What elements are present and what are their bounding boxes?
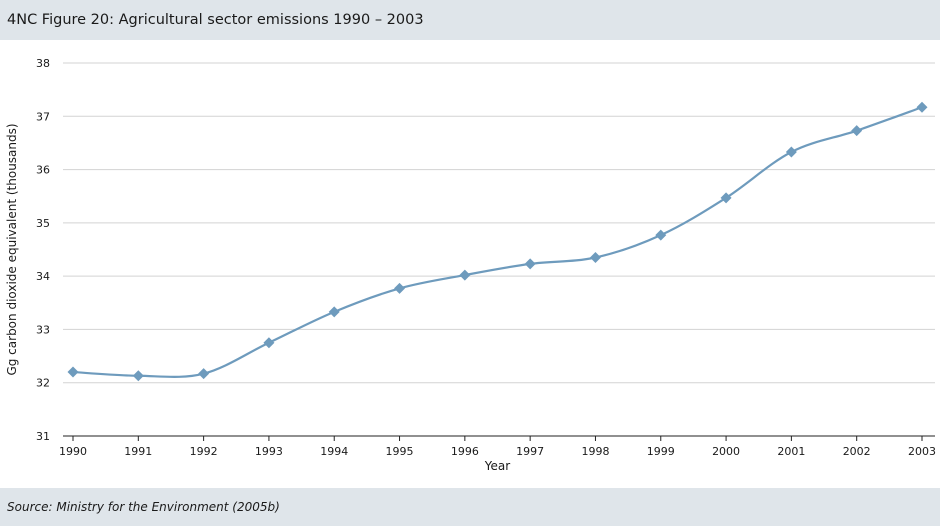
- y-tick-label: 31: [36, 430, 50, 443]
- y-axis-ticks: 31 32 33 34 35 36 37 38: [36, 57, 50, 443]
- data-point-marker: [589, 251, 601, 263]
- data-point-marker: [459, 269, 471, 281]
- data-point-marker: [132, 370, 144, 382]
- y-tick-label: 34: [36, 270, 50, 283]
- x-tick-label: 2000: [712, 445, 740, 458]
- x-tick-label: 1996: [451, 445, 479, 458]
- x-tick-label: 1993: [255, 445, 283, 458]
- series-markers: [67, 101, 928, 382]
- x-axis-ticks: 1990 1991 1992 1993 1994 1995 1996 1997 1998 1999…: [59, 436, 936, 458]
- x-tick-label: 1992: [190, 445, 218, 458]
- x-tick-label: 1999: [647, 445, 675, 458]
- data-point-marker: [720, 192, 732, 204]
- x-tick-label: 1990: [59, 445, 87, 458]
- data-point-marker: [394, 282, 406, 294]
- source-note: Source: Ministry for the Environment (20…: [7, 500, 280, 514]
- x-tick-label: 2001: [777, 445, 805, 458]
- x-tick-label: 1997: [516, 445, 544, 458]
- gridlines: [63, 62, 935, 384]
- y-tick-label: 35: [36, 217, 50, 230]
- x-tick-label: 2003: [908, 445, 936, 458]
- x-tick-label: 1994: [320, 445, 348, 458]
- series-line: [72, 106, 923, 378]
- x-tick-label: 1998: [581, 445, 609, 458]
- y-tick-label: 32: [36, 377, 50, 390]
- chart-title: 4NC Figure 20: Agricultural sector emiss…: [7, 12, 424, 28]
- data-point-marker: [524, 258, 536, 270]
- source-bar: Source: Ministry for the Environment (20…: [0, 488, 940, 526]
- data-point-marker: [916, 101, 928, 113]
- chart-title-bar: 4NC Figure 20: Agricultural sector emiss…: [0, 0, 940, 40]
- data-point-marker: [198, 368, 210, 380]
- y-axis-label: Gg carbon dioxide equivalent (thousands): [5, 123, 19, 375]
- series-line-layer: [72, 106, 923, 378]
- data-point-marker: [328, 306, 340, 318]
- y-tick-label: 38: [36, 57, 50, 70]
- data-point-marker: [263, 337, 275, 349]
- y-tick-label: 36: [36, 164, 50, 177]
- data-point-marker: [67, 366, 79, 378]
- data-point-marker: [655, 229, 667, 241]
- y-tick-label: 33: [36, 323, 50, 336]
- data-point-marker: [851, 125, 863, 137]
- x-tick-label: 1995: [386, 445, 414, 458]
- data-point-marker: [785, 146, 797, 158]
- x-axis-label: Year: [484, 459, 510, 473]
- x-tick-label: 1991: [124, 445, 152, 458]
- x-tick-label: 2002: [843, 445, 871, 458]
- y-tick-label: 37: [36, 110, 50, 123]
